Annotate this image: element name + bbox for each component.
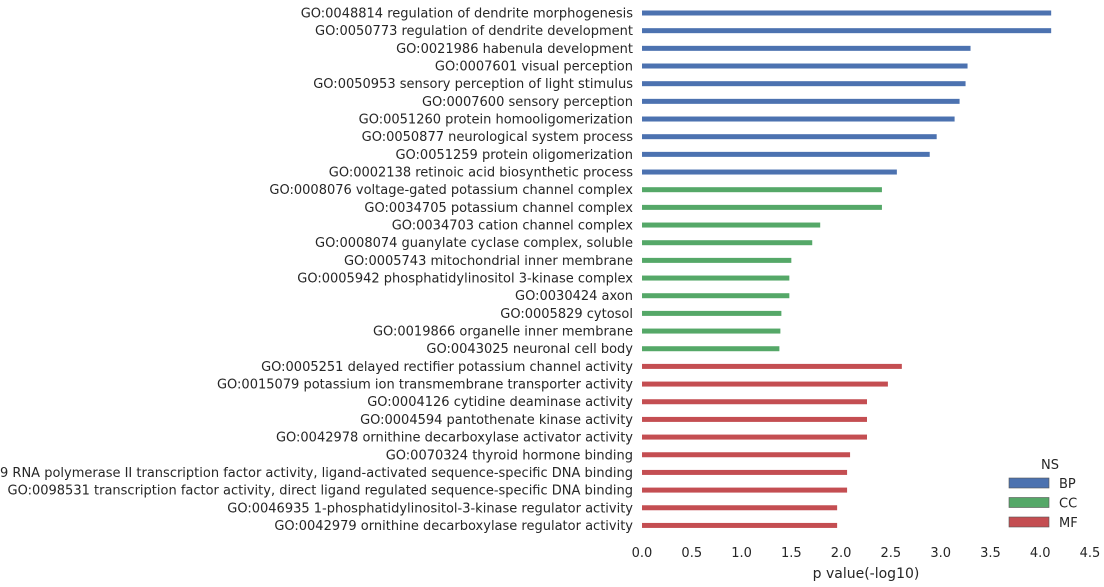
x-tick-label: 2.0 (831, 546, 852, 561)
bar-bp (642, 116, 955, 122)
bar-bp (642, 98, 960, 104)
legend-label-mf: MF (1059, 516, 1078, 531)
bar-mf (642, 363, 902, 369)
bar-mf (642, 381, 888, 387)
legend-label-bp: BP (1059, 477, 1076, 492)
bar-bp (642, 45, 971, 51)
x-tick-label: 1.5 (781, 546, 802, 561)
bar-bp (642, 134, 937, 140)
bar-cc (642, 204, 882, 210)
legend-label-cc: CC (1059, 497, 1077, 512)
category-label: GO:0050877 neurological system process (362, 130, 634, 145)
category-label: GO:0051259 protein oligomerization (395, 148, 633, 163)
x-ticks-group: 0.0 0.5 1.0 1.5 2.0 2.5 3.0 3.5 4.0 4.5 (632, 546, 1101, 561)
x-axis-title: p value(-log10) (813, 566, 920, 582)
legend-swatch-cc (1008, 497, 1050, 508)
legend-swatch-mf (1008, 516, 1050, 528)
legend-swatch-bp (1008, 477, 1050, 489)
category-label: GO:0004879 RNA polymerase II transcripti… (0, 466, 633, 481)
category-label: GO:0046935 1-phosphatidylinositol-3-kina… (227, 501, 633, 516)
category-label: GO:0034703 cation channel complex (392, 219, 634, 234)
x-tick-label: 2.5 (881, 546, 902, 561)
category-label: GO:0008076 voltage-gated potassium chann… (269, 183, 633, 198)
bar-cc (642, 346, 780, 352)
bar-cc (642, 310, 782, 316)
bar-bp (642, 63, 968, 69)
bar-cc (642, 275, 790, 281)
bar-mf (642, 434, 867, 440)
x-tick-label: 0.0 (632, 546, 653, 561)
category-label: GO:0050773 regulation of dendrite develo… (315, 24, 633, 39)
bar-cc (642, 187, 882, 193)
bar-cc (642, 257, 792, 263)
bar-mf (642, 469, 848, 475)
category-label: GO:0030424 axon (515, 289, 633, 304)
category-label: GO:0007601 visual perception (435, 60, 633, 75)
category-label: GO:0048814 regulation of dendrite morpho… (301, 7, 634, 22)
bar-bp (642, 151, 930, 157)
category-label: GO:0008074 guanylate cyclase complex, so… (315, 236, 633, 251)
category-label: GO:0002138 retinoic acid biosynthetic pr… (329, 166, 633, 181)
bar-mf (642, 416, 867, 422)
x-tick-label: 3.5 (980, 546, 1001, 561)
bar-cc (642, 328, 781, 334)
bar-mf (642, 452, 851, 458)
category-label: GO:0034705 potassium channel complex (364, 201, 633, 216)
legend-title: NS (1041, 458, 1059, 473)
category-label: GO:0015079 potassium ion transmembrane t… (217, 378, 633, 393)
category-label: GO:0021986 habenula development (396, 42, 633, 57)
x-tick-label: 4.0 (1030, 546, 1051, 561)
category-label: GO:0043025 neuronal cell body (426, 342, 633, 357)
category-label: GO:0070324 thyroid hormone binding (386, 448, 633, 463)
category-label: GO:0007600 sensory perception (422, 95, 633, 110)
bar-cc (642, 222, 821, 228)
category-label: GO:0004126 cytidine deaminase activity (367, 395, 633, 410)
bar-mf (642, 522, 838, 528)
category-labels-group: GO:0048814 regulation of dendrite morpho… (0, 7, 633, 534)
x-tick-label: 4.5 (1080, 546, 1101, 561)
category-label: GO:0005743 mitochondrial inner membrane (344, 254, 633, 269)
category-label: GO:0042978 ornithine decarboxylase activ… (276, 431, 633, 446)
category-label: GO:0005942 phosphatidylinositol 3-kinase… (297, 272, 633, 287)
category-label: GO:0050953 sensory perception of light s… (313, 77, 633, 92)
bar-bp (642, 169, 897, 175)
category-label: GO:0005829 cytosol (500, 307, 633, 322)
category-label: GO:0004594 pantothenate kinase activity (360, 413, 633, 428)
bar-cc (642, 240, 813, 246)
bar-mf (642, 487, 848, 493)
bar-cc (642, 293, 790, 299)
bar-mf (642, 399, 867, 405)
bars-group (642, 10, 1052, 528)
x-tick-label: 1.0 (731, 546, 752, 561)
bar-mf (642, 505, 838, 511)
bar-bp (642, 28, 1052, 34)
category-label: GO:0019866 organelle inner membrane (373, 325, 633, 340)
category-label: GO:0005251 delayed rectifier potassium c… (261, 360, 633, 375)
x-tick-label: 3.0 (930, 546, 951, 561)
category-label: GO:0042979 ornithine decarboxylase regul… (274, 519, 633, 534)
category-label: GO:0098531 transcription factor activity… (8, 484, 633, 499)
bar-bp (642, 10, 1052, 16)
bar-bp (642, 81, 966, 87)
category-label: GO:0051260 protein homooligomerization (359, 113, 633, 128)
x-tick-label: 0.5 (681, 546, 702, 561)
